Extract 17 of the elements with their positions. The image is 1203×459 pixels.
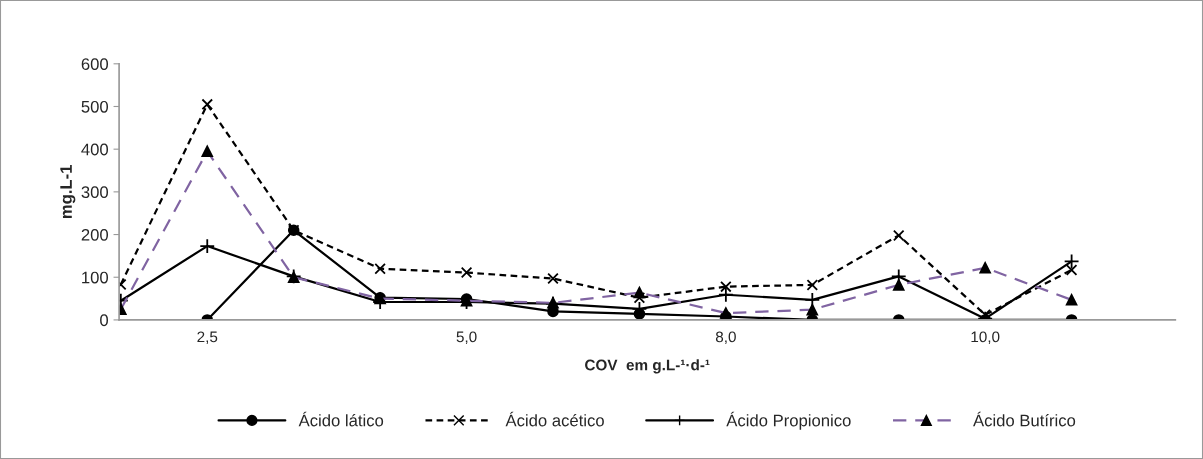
legend-label: Ácido Butírico: [973, 411, 1076, 427]
legend-label: Ácido lático: [298, 411, 384, 427]
y-tick-label: 100: [82, 271, 109, 284]
x-tick-label: 10,0: [971, 331, 1000, 345]
x-tick-label: 5,0: [456, 331, 477, 345]
y-tick-label: 300: [81, 186, 109, 199]
x-axis-title: COV em g.L-¹·d-¹: [585, 359, 710, 374]
legend-label: Ácido Propionico: [726, 411, 851, 430]
y-tick-label: 500: [81, 100, 109, 113]
legend-label: Ácido acético: [505, 411, 604, 427]
y-tick-label: 200: [81, 228, 109, 241]
y-tick-label: 0: [100, 314, 109, 327]
x-tick-label: 2,5: [197, 331, 218, 345]
y-tick-label: 600: [81, 58, 109, 70]
y-tick-label: 400: [81, 143, 109, 156]
x-tick-label: 8,0: [715, 331, 736, 345]
y-axis-title: mg.L-1: [60, 165, 76, 219]
